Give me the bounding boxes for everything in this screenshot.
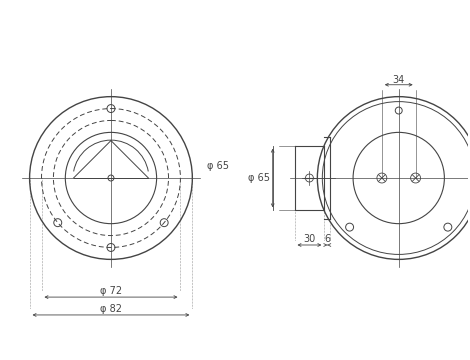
Text: 6: 6 (324, 234, 330, 244)
Text: φ 65: φ 65 (248, 173, 270, 183)
Text: φ 72: φ 72 (100, 286, 122, 296)
Text: φ 65: φ 65 (207, 161, 229, 171)
Text: 34: 34 (392, 75, 405, 85)
Text: 30: 30 (303, 234, 315, 244)
Text: φ 82: φ 82 (100, 304, 122, 314)
